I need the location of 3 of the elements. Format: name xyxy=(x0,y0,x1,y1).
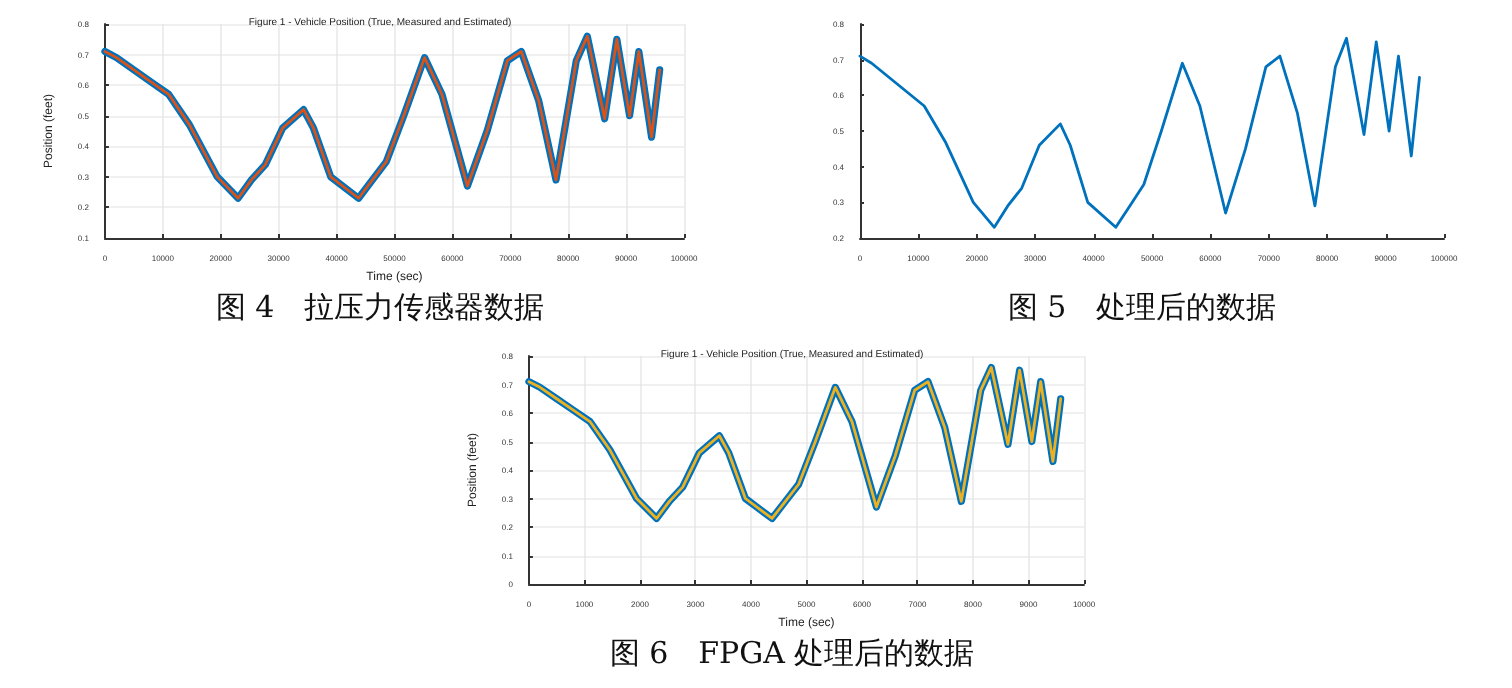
caption: 图 6 FPGA 处理后的数据 xyxy=(609,635,975,671)
caption: 图 5 处理后的数据 xyxy=(1007,289,1277,325)
caption: 图 4 拉压力传感器数据 xyxy=(215,289,545,325)
